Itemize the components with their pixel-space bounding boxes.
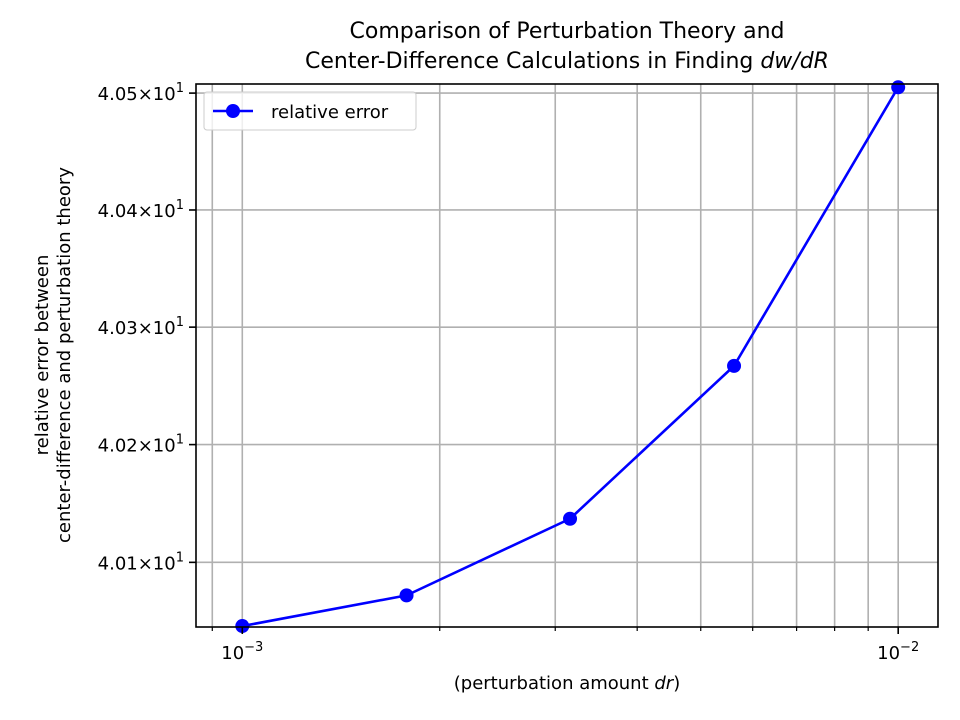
x-axis-label-math: dr bbox=[654, 673, 674, 694]
x-tick-label-exponent: −2 bbox=[900, 640, 919, 655]
x-axis-label-suffix: ) bbox=[673, 673, 681, 694]
y-grid bbox=[196, 92, 938, 564]
y-tick-label: 4.01×101 bbox=[98, 550, 184, 574]
data-point bbox=[235, 619, 250, 634]
y-tick-label-exponent: 1 bbox=[176, 550, 184, 565]
y-tick-label: 4.05×101 bbox=[98, 81, 184, 105]
y-tick-label-base: 4.02×10 bbox=[98, 436, 176, 457]
y-tick-label: 4.02×101 bbox=[98, 433, 184, 457]
legend-entry-label: relative error bbox=[271, 102, 389, 123]
x-ticks: 10−3 10−2 bbox=[211, 627, 919, 664]
x-axis-label: (perturbation amount dr) bbox=[196, 673, 938, 694]
y-tick-label: 4.03×101 bbox=[98, 315, 184, 339]
x-tick-label-base: 10 bbox=[877, 643, 900, 664]
x-axis-label-text: (perturbation amount bbox=[453, 673, 655, 694]
chart-title-line-2: Center-Difference Calculations in Findin… bbox=[196, 49, 938, 74]
data-point bbox=[727, 358, 742, 373]
y-tick-label: 4.04×101 bbox=[98, 198, 184, 222]
y-tick-label-base: 4.01×10 bbox=[98, 553, 176, 574]
y-tick-label-base: 4.04×10 bbox=[98, 201, 176, 222]
data-point bbox=[563, 511, 578, 526]
x-tick-label-exponent: −3 bbox=[244, 640, 263, 655]
legend-box bbox=[203, 91, 417, 131]
series-layer bbox=[235, 80, 906, 634]
x-tick-label: 10−3 bbox=[221, 640, 263, 664]
chart-title-line-1: Comparison of Perturbation Theory and bbox=[349, 19, 785, 44]
x-grid bbox=[211, 84, 899, 627]
chart-title-math: dw/dR bbox=[760, 49, 829, 74]
legend-marker-swatch bbox=[226, 104, 240, 118]
y-tick-label-exponent: 1 bbox=[176, 433, 184, 448]
axes-frame bbox=[195, 83, 939, 628]
y-tick-label-exponent: 1 bbox=[176, 81, 184, 96]
data-point bbox=[399, 588, 414, 603]
y-tick-label-exponent: 1 bbox=[176, 198, 184, 213]
data-point bbox=[891, 80, 906, 95]
chart-title-text: Center-Difference Calculations in Findin… bbox=[305, 49, 761, 74]
y-tick-label-base: 4.03×10 bbox=[98, 318, 176, 339]
x-tick-label: 10−2 bbox=[877, 640, 919, 664]
series-line bbox=[242, 86, 900, 628]
legend: relative error bbox=[203, 91, 417, 131]
y-tick-label-base: 4.05×10 bbox=[98, 84, 176, 105]
x-tick-label-base: 10 bbox=[221, 643, 244, 664]
y-tick-label-exponent: 1 bbox=[176, 315, 184, 330]
